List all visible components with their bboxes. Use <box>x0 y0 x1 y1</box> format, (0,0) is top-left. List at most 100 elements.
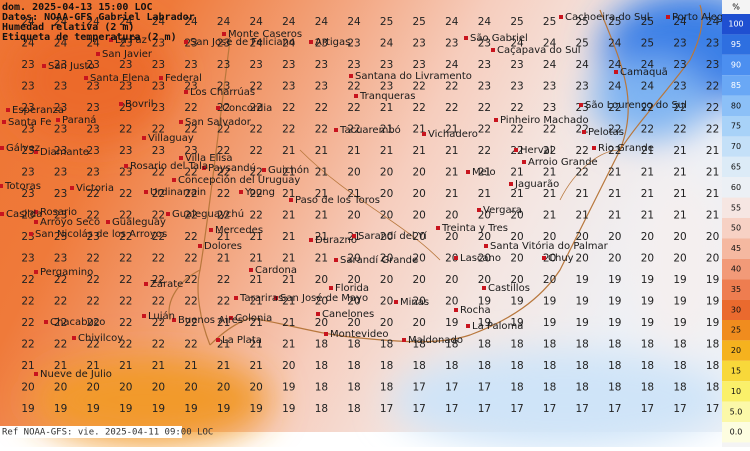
temperature-label: 22 <box>152 124 165 136</box>
place-label: Mercedes <box>215 225 263 236</box>
temperature-label: 22 <box>347 124 360 136</box>
temperature-label: 22 <box>250 145 263 157</box>
temperature-label: 24 <box>119 16 133 28</box>
temperature-label: 24 <box>608 59 622 71</box>
place-label: Florida <box>335 283 369 294</box>
colorbar-tick-label: 20 <box>731 346 741 355</box>
place-marker <box>6 108 10 112</box>
temperature-label: 20 <box>673 231 686 243</box>
temperature-label: 19 <box>543 296 556 308</box>
colorbar-cell <box>722 54 750 76</box>
place-label: Totoras <box>4 181 41 192</box>
temperature-label: 20 <box>706 253 719 265</box>
temperature-label: 23 <box>282 81 295 93</box>
place-marker <box>422 132 426 136</box>
place-marker <box>144 282 148 286</box>
colorbar-tick-label: 40 <box>731 265 741 274</box>
temperature-label: 20 <box>87 382 100 394</box>
temperature-label: 18 <box>641 339 654 351</box>
temperature-label: 22 <box>21 339 34 351</box>
temperature-label: 24 <box>608 38 622 50</box>
temperature-label: 22 <box>119 231 132 243</box>
temperature-label: 23 <box>21 188 34 200</box>
temperature-label: 23 <box>54 145 67 157</box>
place-label: Jaguarão <box>514 179 559 190</box>
temperature-label: 23 <box>380 81 393 93</box>
temperature-label: 22 <box>21 274 34 286</box>
place-marker <box>239 190 243 194</box>
place-label: Porto Alegre <box>672 12 733 23</box>
temperature-label: 21 <box>282 339 295 351</box>
temperature-label: 18 <box>347 403 360 415</box>
place-marker <box>334 258 338 262</box>
temperature-label: 18 <box>641 360 654 372</box>
colorbar-tick-label: 30 <box>731 305 741 314</box>
temperature-label: 21 <box>217 339 230 351</box>
temperature-label: 23 <box>21 81 34 93</box>
place-marker <box>559 15 563 19</box>
place-marker <box>96 52 100 56</box>
place-marker <box>349 74 353 78</box>
temperature-label: 21 <box>673 210 686 222</box>
place-label: Paysandú <box>208 162 256 174</box>
place-marker <box>222 32 226 36</box>
temperature-label: 23 <box>87 102 100 114</box>
temperature-label: 21 <box>250 296 263 308</box>
temperature-label: 22 <box>510 102 523 114</box>
place-label: Arroio Grande <box>528 157 598 168</box>
temperature-label: 23 <box>21 210 34 222</box>
place-marker <box>216 106 220 110</box>
place-marker <box>482 286 486 290</box>
temperature-label: 20 <box>478 231 491 243</box>
temperature-label: 21 <box>706 167 719 179</box>
temperature-label: 21 <box>315 210 328 222</box>
colorbar-cell <box>722 360 750 382</box>
temperature-label: 19 <box>641 317 654 329</box>
temperature-label: 23 <box>87 59 100 71</box>
temperature-label: 23 <box>315 81 328 93</box>
temperature-label: 22 <box>250 124 263 136</box>
temperature-label: 21 <box>250 274 263 286</box>
temperature-label: 21 <box>21 360 34 372</box>
temperature-label: 17 <box>510 403 523 415</box>
temperature-label: 23 <box>380 59 393 71</box>
temperature-label: 21 <box>282 231 295 243</box>
temperature-label: 21 <box>380 124 393 136</box>
place-marker <box>579 103 583 107</box>
temperature-label: 20 <box>478 253 491 265</box>
place-label: Montevideo <box>330 329 388 340</box>
temperature-label: 22 <box>21 317 34 329</box>
temperature-label: 22 <box>282 102 295 114</box>
temperature-label: 17 <box>576 403 589 415</box>
place-marker <box>34 372 38 376</box>
temperature-label: 22 <box>250 102 263 114</box>
place-marker <box>34 220 38 224</box>
temperature-label: 22 <box>87 339 100 351</box>
temperature-label: 23 <box>413 59 426 71</box>
temperature-label: 22 <box>217 145 230 157</box>
temperature-labels: 24 24 24 24 24 24 24 24 24 24 24 25 25 24 24 25 25 25 25 25… <box>21 16 719 415</box>
place-label: Castillos <box>488 283 530 294</box>
place-label: Arroyo Seco <box>40 217 100 228</box>
place-label: Tarariras <box>239 293 283 304</box>
temperature-label: 20 <box>152 382 165 394</box>
temperature-label: 19 <box>706 296 719 308</box>
temperature-label: 20 <box>380 188 393 200</box>
temperature-label: 22 <box>54 317 67 329</box>
temperature-label: 21 <box>445 167 458 179</box>
place-marker <box>184 90 188 94</box>
temperature-label: 22 <box>673 102 686 114</box>
temperature-label: 25 <box>380 16 393 28</box>
temperature-label: 22 <box>184 124 197 136</box>
temperature-label: 17 <box>413 403 426 415</box>
temperature-label: 21 <box>282 274 295 286</box>
temperature-label: 22 <box>445 81 458 93</box>
temperature-label: 23 <box>87 124 100 136</box>
place-label: La Paz <box>115 35 147 46</box>
temperature-label: 22 <box>184 210 197 222</box>
temperature-label: 18 <box>347 360 360 372</box>
temperature-label: 22 <box>217 274 230 286</box>
temperature-label: 22 <box>152 210 165 222</box>
temperature-label: 18 <box>478 339 491 351</box>
